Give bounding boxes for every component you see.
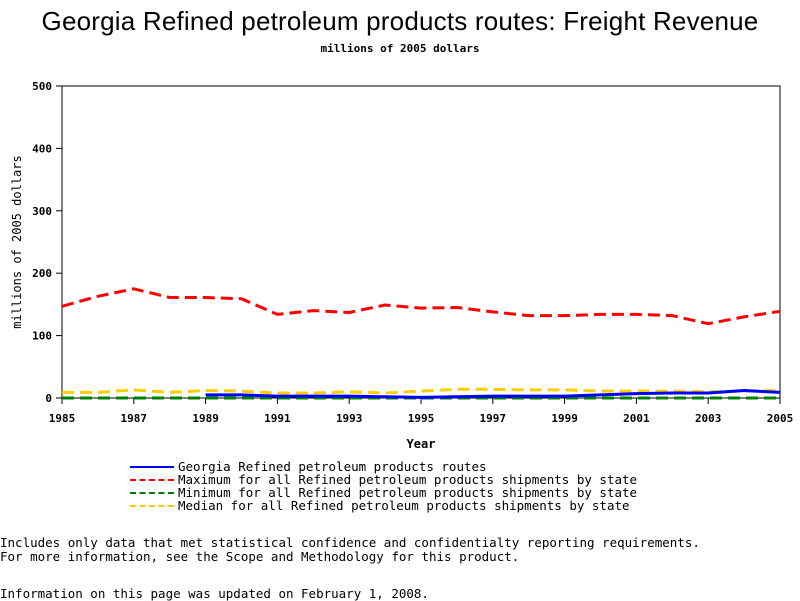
- legend-item-maximum: Maximum for all Refined petroleum produc…: [130, 473, 637, 486]
- chart-legend: Georgia Refined petroleum products route…: [130, 460, 637, 512]
- update-note: Information on this page was updated on …: [0, 586, 429, 601]
- footnote-confidence: Includes only data that met statistical …: [0, 535, 700, 550]
- legend-label-minimum: Minimum for all Refined petroleum produc…: [178, 485, 638, 500]
- legend-label-maximum: Maximum for all Refined petroleum produc…: [178, 472, 638, 487]
- y-tick-label: 200: [32, 267, 52, 280]
- legend-swatch-median: [130, 504, 174, 507]
- legend-item-georgia: Georgia Refined petroleum products route…: [130, 460, 637, 473]
- x-tick-label: 1995: [408, 412, 435, 425]
- line-chart: 0 100 200 300 400 500 1985 1987 1989 1991 1993 1995…: [10, 80, 794, 451]
- legend-swatch-georgia: [130, 465, 174, 468]
- y-tick-label: 400: [32, 142, 52, 155]
- footnote-methodology: For more information, see the Scope and …: [0, 549, 520, 564]
- x-tick-label: 1985: [49, 412, 76, 425]
- legend-label-median: Median for all Refined petroleum product…: [178, 498, 630, 513]
- x-axis-label: Year: [407, 437, 436, 451]
- y-axis-label: millions of 2005 dollars: [10, 155, 24, 328]
- y-tick-label: 100: [32, 330, 52, 343]
- x-tick-label: 1999: [551, 412, 578, 425]
- plot-frame: [61, 85, 781, 399]
- y-tick-label: 0: [45, 392, 52, 405]
- x-tick-label: 1993: [336, 412, 363, 425]
- series-line-georgia: [205, 389, 781, 399]
- legend-label-georgia: Georgia Refined petroleum products route…: [178, 459, 487, 474]
- x-tick-label: 1989: [192, 412, 219, 425]
- chart-title: Georgia Refined petroleum products route…: [41, 6, 759, 36]
- x-tick-label: 1997: [480, 412, 507, 425]
- chart-subtitle: millions of 2005 dollars: [320, 42, 480, 55]
- legend-item-median: Median for all Refined petroleum product…: [130, 499, 637, 512]
- footnotes: Includes only data that met statistical …: [0, 536, 700, 564]
- series-line-median: [62, 387, 781, 395]
- legend-swatch-minimum: [130, 491, 174, 494]
- legend-swatch-maximum: [130, 478, 174, 481]
- series-line-maximum: [61, 287, 781, 326]
- y-tick-label: 300: [32, 205, 52, 218]
- x-tick-label: 1991: [264, 412, 291, 425]
- x-tick-label: 2001: [623, 412, 650, 425]
- x-tick-label: 1987: [121, 412, 148, 425]
- x-tick-label: 2003: [695, 412, 722, 425]
- x-tick-label: 2005: [767, 412, 794, 425]
- y-tick-label: 500: [32, 80, 52, 93]
- legend-item-minimum: Minimum for all Refined petroleum produc…: [130, 486, 637, 499]
